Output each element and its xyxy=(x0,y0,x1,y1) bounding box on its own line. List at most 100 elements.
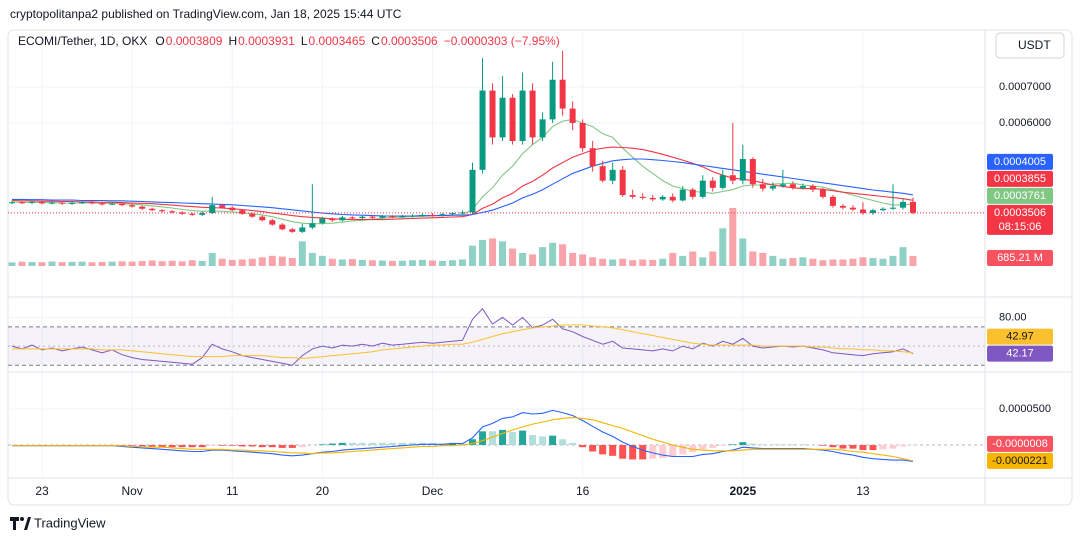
volume-bar xyxy=(298,241,306,266)
candle-body xyxy=(779,184,786,187)
volume-bar xyxy=(879,258,887,266)
histogram-bar xyxy=(258,445,266,448)
volume-bar xyxy=(629,260,637,266)
histogram-bar xyxy=(779,444,787,446)
volume-bar xyxy=(489,238,497,266)
candle-body xyxy=(219,205,226,208)
candle-body xyxy=(239,210,246,214)
volume-bar xyxy=(509,248,517,266)
volume-bar xyxy=(469,245,477,266)
candle-body xyxy=(199,213,206,215)
volume-bar xyxy=(228,259,236,266)
histogram-bar xyxy=(358,442,366,446)
volume-bar xyxy=(769,255,777,266)
volume-bar xyxy=(889,255,897,266)
histogram-bar xyxy=(398,442,406,446)
legend-text: L xyxy=(301,34,308,48)
candle-body xyxy=(289,229,296,232)
currency-label[interactable]: USDT xyxy=(1018,38,1051,52)
volume-bar xyxy=(669,252,677,266)
volume-bar xyxy=(659,258,667,266)
histogram-bar xyxy=(639,445,647,460)
candle-body xyxy=(299,227,306,232)
volume-bar xyxy=(418,259,426,266)
histogram-bar xyxy=(328,443,336,446)
volume-bar xyxy=(378,260,386,266)
countdown-label: 08:15:06 xyxy=(999,221,1042,233)
volume-bar xyxy=(859,257,867,266)
volume-bar xyxy=(338,259,346,266)
histogram-bar xyxy=(749,443,757,446)
candle-body xyxy=(729,175,736,181)
histogram-bar xyxy=(338,442,346,446)
histogram-bar xyxy=(128,445,136,446)
legend-text: H xyxy=(228,34,237,48)
indicator-line xyxy=(12,324,914,360)
volume-bar xyxy=(108,261,116,266)
volume-bar xyxy=(258,257,266,266)
candle-body xyxy=(319,218,326,224)
candle-body xyxy=(149,208,156,211)
candle-body xyxy=(39,201,46,204)
histogram-bar xyxy=(609,445,617,456)
candle-body xyxy=(579,122,586,149)
histogram-bar xyxy=(799,444,807,446)
candle-body xyxy=(79,202,86,204)
price-label-box xyxy=(987,328,1053,345)
histogram-bar xyxy=(479,431,487,446)
volume-bar xyxy=(18,261,26,266)
histogram-bar xyxy=(909,445,917,446)
candle-body xyxy=(29,201,36,203)
histogram-bar xyxy=(669,445,677,457)
logo-mark xyxy=(10,517,19,530)
volume-bar xyxy=(48,261,56,266)
histogram-bar xyxy=(759,444,767,446)
histogram-bar xyxy=(549,435,557,446)
x-tick-label: 20 xyxy=(316,484,330,498)
volume-bar xyxy=(278,256,286,266)
indicator-line xyxy=(12,417,914,462)
candle-body xyxy=(189,213,196,215)
candle-body xyxy=(649,197,656,200)
rsi-band xyxy=(8,326,985,366)
volume-bar xyxy=(599,258,607,266)
price-label-box xyxy=(987,204,1053,235)
candle-body xyxy=(479,90,486,170)
volume-bar xyxy=(519,252,527,266)
price-label-box xyxy=(987,250,1053,266)
histogram-bar xyxy=(769,444,777,446)
volume-bar xyxy=(358,259,366,266)
candle-body xyxy=(799,186,806,188)
volume-bar xyxy=(98,261,106,266)
volume-bar xyxy=(428,260,436,266)
candle-body xyxy=(229,207,236,211)
histogram-bar xyxy=(288,445,296,448)
candle-body xyxy=(159,210,166,212)
volume-bar xyxy=(388,260,396,266)
candle-body xyxy=(459,212,466,214)
volume-bar xyxy=(68,261,76,266)
histogram-bar xyxy=(869,445,877,451)
candle-body xyxy=(489,90,496,138)
x-tick-label: 23 xyxy=(35,484,49,498)
histogram-bar xyxy=(719,445,727,446)
histogram-bar xyxy=(859,445,867,451)
logo-mark xyxy=(20,517,24,521)
candle-body xyxy=(519,90,526,141)
histogram-bar xyxy=(238,445,246,447)
candle-body xyxy=(449,213,456,215)
histogram-bar xyxy=(819,445,827,446)
candle-body xyxy=(349,217,356,219)
candle-body xyxy=(499,97,506,138)
candle-body xyxy=(639,196,646,198)
volume-bar xyxy=(699,257,707,266)
volume-bar xyxy=(8,262,16,266)
candle-body xyxy=(9,202,15,204)
volume-bar xyxy=(589,257,597,266)
legend-text: 0.0003931 xyxy=(238,34,295,48)
currency-button[interactable] xyxy=(995,32,1065,59)
volume-bar xyxy=(188,260,196,266)
candle-body xyxy=(339,217,346,221)
histogram-bar xyxy=(559,439,567,446)
